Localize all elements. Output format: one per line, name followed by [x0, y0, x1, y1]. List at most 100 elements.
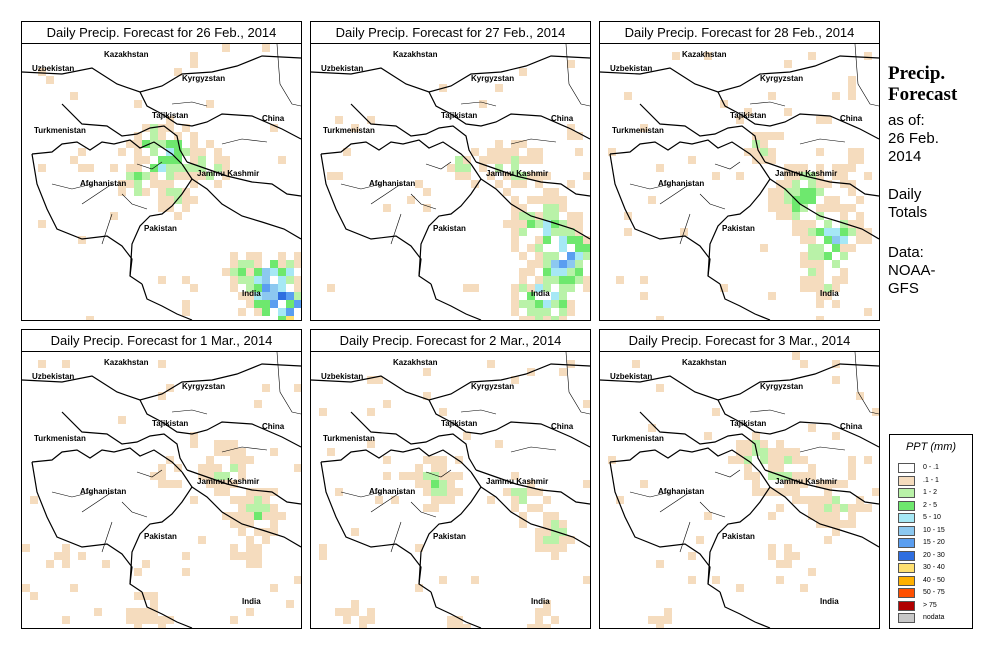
legend-item: 10 - 15	[898, 525, 970, 537]
legend-swatch	[898, 575, 915, 586]
map-label-kazakhstan: Kazakhstan	[682, 50, 727, 59]
map-canvas	[22, 44, 301, 320]
map-label-tajikistan: Tajikistan	[152, 419, 189, 428]
panel-title: Daily Precip. Forecast for 1 Mar., 2014	[22, 330, 301, 352]
legend-item: 40 - 50	[898, 575, 970, 587]
precip-map: Kazakhstan Uzbekistan Kyrgyzstan Tajikistan…	[22, 44, 301, 320]
forecast-panel: Daily Precip. Forecast for 2 Mar., 2014 K…	[310, 329, 591, 629]
map-canvas	[600, 352, 879, 628]
data-line-1: Data:	[888, 244, 924, 261]
map-label-pakistan: Pakistan	[144, 224, 177, 233]
forecast-panel: Daily Precip. Forecast for 27 Feb., 2014…	[310, 21, 591, 321]
legend-label: > 75	[923, 601, 937, 609]
map-canvas	[22, 352, 301, 628]
legend-swatch	[898, 475, 915, 486]
map-label-afghanistan: Afghanistan	[369, 179, 416, 188]
map-label-uzbekistan: Uzbekistan	[321, 64, 364, 73]
map-label-india: India	[820, 289, 839, 298]
map-label-tajikistan: Tajikistan	[441, 111, 478, 120]
legend-swatch	[898, 613, 915, 623]
map-label-kazakhstan: Kazakhstan	[393, 358, 438, 367]
asof-line-1: as of:	[888, 112, 925, 129]
map-label-china: China	[551, 422, 574, 431]
panel-title: Daily Precip. Forecast for 28 Feb., 2014	[600, 22, 879, 44]
map-label-kyrgyzstan: Kyrgyzstan	[760, 382, 804, 391]
sidebar-asof: as of: 26 Feb. 2014	[888, 112, 939, 166]
map-label-india: India	[820, 597, 839, 606]
legend-label: .1 - 1	[923, 476, 939, 484]
map-label-uzbekistan: Uzbekistan	[610, 372, 653, 381]
legend-swatch	[898, 525, 915, 536]
forecast-panel: Daily Precip. Forecast for 3 Mar., 2014 K…	[599, 329, 880, 629]
legend-item: nodata	[898, 612, 970, 624]
precip-map: Kazakhstan Uzbekistan Kyrgyzstan Tajikistan…	[22, 352, 301, 628]
map-label-tajikistan: Tajikistan	[152, 111, 189, 120]
map-label-india: India	[531, 597, 550, 606]
title-line-2: Forecast	[888, 84, 958, 105]
map-label-uzbekistan: Uzbekistan	[610, 64, 653, 73]
map-label-pakistan: Pakistan	[722, 224, 755, 233]
legend-label: 30 - 40	[923, 564, 945, 571]
legend-item: 50 - 75	[898, 587, 970, 599]
legend-item: 30 - 40	[898, 562, 970, 574]
map-label-jammu-kashmir: Jammu Kashmir	[486, 477, 549, 486]
legend-label: 50 - 75	[923, 589, 945, 596]
legend-swatch	[898, 600, 915, 611]
map-label-jammu-kashmir: Jammu Kashmir	[197, 169, 260, 178]
forecast-panel: Daily Precip. Forecast for 26 Feb., 2014…	[21, 21, 302, 321]
map-label-china: China	[840, 422, 863, 431]
forecast-panel: Daily Precip. Forecast for 1 Mar., 2014 K…	[21, 329, 302, 629]
legend-label: 0 - .1	[923, 464, 939, 471]
map-label-kazakhstan: Kazakhstan	[104, 358, 149, 367]
data-line-3: GFS	[888, 280, 919, 297]
panel-title: Daily Precip. Forecast for 3 Mar., 2014	[600, 330, 879, 352]
legend-swatch	[898, 538, 915, 548]
legend-item: 2 - 5	[898, 500, 970, 512]
panel-title: Daily Precip. Forecast for 26 Feb., 2014	[22, 22, 301, 44]
legend-label: 20 - 30	[923, 551, 945, 559]
map-label-china: China	[262, 114, 285, 123]
legend-item: 1 - 2	[898, 487, 970, 499]
map-label-tajikistan: Tajikistan	[441, 419, 478, 428]
asof-line-2: 26 Feb.	[888, 130, 939, 147]
precip-map: Kazakhstan Uzbekistan Kyrgyzstan Tajikistan…	[600, 44, 879, 320]
map-label-turkmenistan: Turkmenistan	[34, 126, 86, 135]
map-label-uzbekistan: Uzbekistan	[32, 372, 75, 381]
legend-title: PPT (mm)	[905, 441, 957, 453]
map-label-jammu-kashmir: Jammu Kashmir	[775, 169, 838, 178]
map-label-india: India	[531, 289, 550, 298]
daily-line-1: Daily	[888, 186, 922, 203]
map-label-kyrgyzstan: Kyrgyzstan	[471, 382, 515, 391]
map-label-pakistan: Pakistan	[433, 224, 466, 233]
asof-line-3: 2014	[888, 148, 922, 165]
map-label-tajikistan: Tajikistan	[730, 111, 767, 120]
legend-label: 5 - 10	[923, 514, 941, 521]
legend-swatch	[898, 500, 915, 511]
map-label-afghanistan: Afghanistan	[80, 487, 127, 496]
panel-title: Daily Precip. Forecast for 2 Mar., 2014	[311, 330, 590, 352]
legend-item: 15 - 20	[898, 537, 970, 549]
legend-swatch	[898, 488, 915, 498]
legend-label: 2 - 5	[923, 501, 938, 509]
legend-label: 40 - 50	[923, 576, 945, 584]
legend-swatch	[898, 463, 915, 473]
precip-map: Kazakhstan Uzbekistan Kyrgyzstan Tajikistan…	[311, 44, 590, 320]
map-label-china: China	[262, 422, 285, 431]
map-label-kyrgyzstan: Kyrgyzstan	[182, 74, 226, 83]
map-label-india: India	[242, 289, 261, 298]
map-label-turkmenistan: Turkmenistan	[612, 434, 664, 443]
forecast-panel: Daily Precip. Forecast for 28 Feb., 2014…	[599, 21, 880, 321]
legend-swatch	[898, 513, 915, 523]
map-label-afghanistan: Afghanistan	[658, 487, 705, 496]
map-label-uzbekistan: Uzbekistan	[321, 372, 364, 381]
legend-label: nodata	[923, 614, 945, 621]
precip-map: Kazakhstan Uzbekistan Kyrgyzstan Tajikistan…	[600, 352, 879, 628]
ppt-legend: PPT (mm) 0 - .1 .1 - 1 1 - 2 2 - 5 5 - 10 10 …	[889, 434, 973, 629]
map-label-kazakhstan: Kazakhstan	[393, 50, 438, 59]
legend-item: 20 - 30	[898, 550, 970, 562]
map-label-pakistan: Pakistan	[433, 532, 466, 541]
legend-item: 0 - .1	[898, 462, 970, 474]
map-label-turkmenistan: Turkmenistan	[612, 126, 664, 135]
map-canvas	[311, 44, 590, 320]
map-label-china: China	[551, 114, 574, 123]
